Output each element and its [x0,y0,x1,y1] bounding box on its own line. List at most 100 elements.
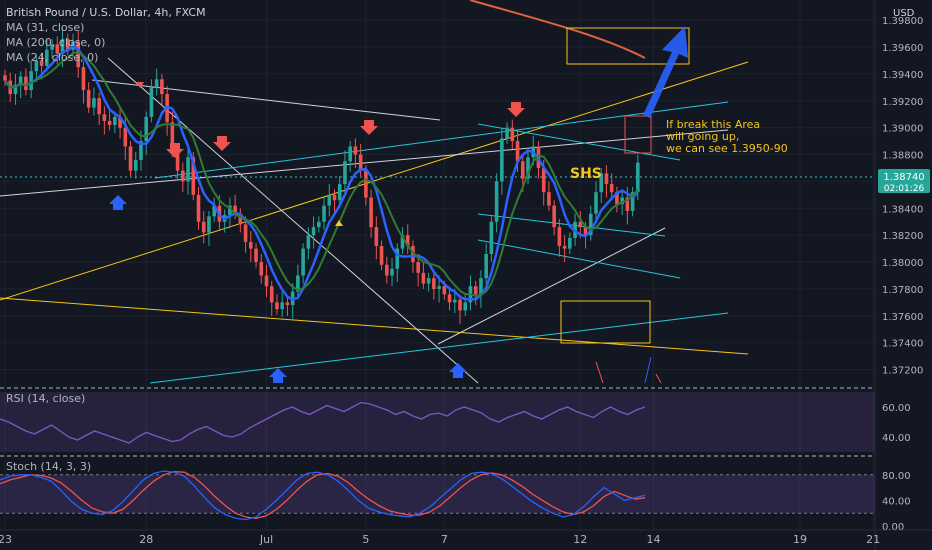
x-tick-label: 14 [647,533,661,546]
trendline [149,312,729,384]
candle-body [228,205,232,216]
candle-body [390,268,394,276]
candle-body [128,146,133,171]
candle-body [55,44,60,54]
candle-body [332,194,337,201]
y-tick-label: 1.39400 [882,70,923,81]
candle-body [379,245,384,265]
y-tick-label: 1.39600 [882,43,923,54]
candle-body [123,127,128,147]
candle-body [191,157,196,195]
breakout-box [624,115,652,154]
candle-body [13,84,18,95]
trendline [477,213,666,237]
candle-body [400,235,405,249]
candle-body [599,173,604,193]
candle-body [583,227,588,236]
candle-body [437,286,441,289]
x-tick-label: 7 [441,533,448,546]
price-axis: 1.400001.398001.396001.394001.392001.390… [874,0,923,550]
y-tick-label: 1.39200 [882,97,923,108]
candle-body [384,264,389,276]
candle-body [636,162,640,193]
candle-body [604,173,609,185]
trendline [0,129,729,197]
candle-body [625,197,630,211]
candle-body [306,235,311,249]
x-tick-label: Jul [259,533,273,546]
annotation-line-2: will going up, [666,130,739,143]
candle-body [364,170,368,198]
candle-body [447,294,452,303]
candle-body [588,213,593,236]
sell-signal-arrow [166,143,184,158]
stoch-tick-label: 80.00 [882,471,911,482]
stoch-k-line [0,470,646,521]
candle-body [24,76,28,91]
candle-body [353,146,358,155]
candle-body [416,262,420,273]
candle-body [285,302,290,306]
candle-body [458,299,462,311]
candle-body [630,192,635,211]
candle-body [29,71,33,91]
candle-body [615,192,619,205]
candle-body [337,184,342,201]
projection-stroke-red-2 [655,373,662,384]
candle-body [552,205,556,228]
candle-body [50,44,54,50]
y-tick-label: 1.39000 [882,124,923,135]
annotation-line-3: we can see 1.3950-90 [666,142,788,155]
candle-body [92,98,96,108]
rsi-line [0,401,646,444]
candle-body [249,241,253,249]
candle-body [520,161,525,179]
small-marker [335,220,343,226]
projection-stroke-blue [644,356,652,384]
stoch-tick-label: 0.00 [882,522,904,533]
trendline [477,239,681,279]
candle-body [348,146,352,162]
candle-body [97,98,101,115]
candle-body [65,38,70,50]
candle-body [201,221,206,233]
currency-label[interactable]: USD [893,8,915,19]
y-tick-label: 1.37400 [882,339,923,350]
y-tick-label: 1.37800 [882,285,923,296]
upward-projection-arrow [643,26,688,118]
ma24-legend: MA (24, close, 0) [6,51,98,64]
candle-body [39,60,44,66]
indicator-panes [0,387,875,521]
candle-body [254,248,258,263]
candle-body [500,138,504,182]
current-price-badge: 1.38740 02:01:26 [878,169,930,194]
trendlines [0,57,875,384]
candle-body [322,205,326,222]
candle-body [494,181,499,222]
candle-body [620,197,624,205]
candle-body [275,302,279,310]
trendline [154,101,729,179]
candle-body [515,141,520,162]
x-tick-label: 21 [866,533,880,546]
annotation-line-1: If break this Area [666,118,760,131]
sell-signal-arrow [213,136,231,151]
candle-body [505,127,509,139]
candle-body [489,221,494,254]
candle-body [113,116,117,125]
x-tick-label: 23 [0,533,12,546]
trendline [437,227,666,345]
candle-body [609,184,614,193]
x-tick-label: 5 [362,533,369,546]
candle-body [562,245,567,249]
candle-body [358,154,363,171]
candle-body [133,159,138,171]
current-price: 1.38740 [883,172,924,183]
candle-body [343,161,347,185]
candle-body [81,67,86,91]
candle-body [243,224,248,242]
candle-body [160,79,164,95]
rsi-band [0,392,875,452]
candle-body [238,213,243,225]
